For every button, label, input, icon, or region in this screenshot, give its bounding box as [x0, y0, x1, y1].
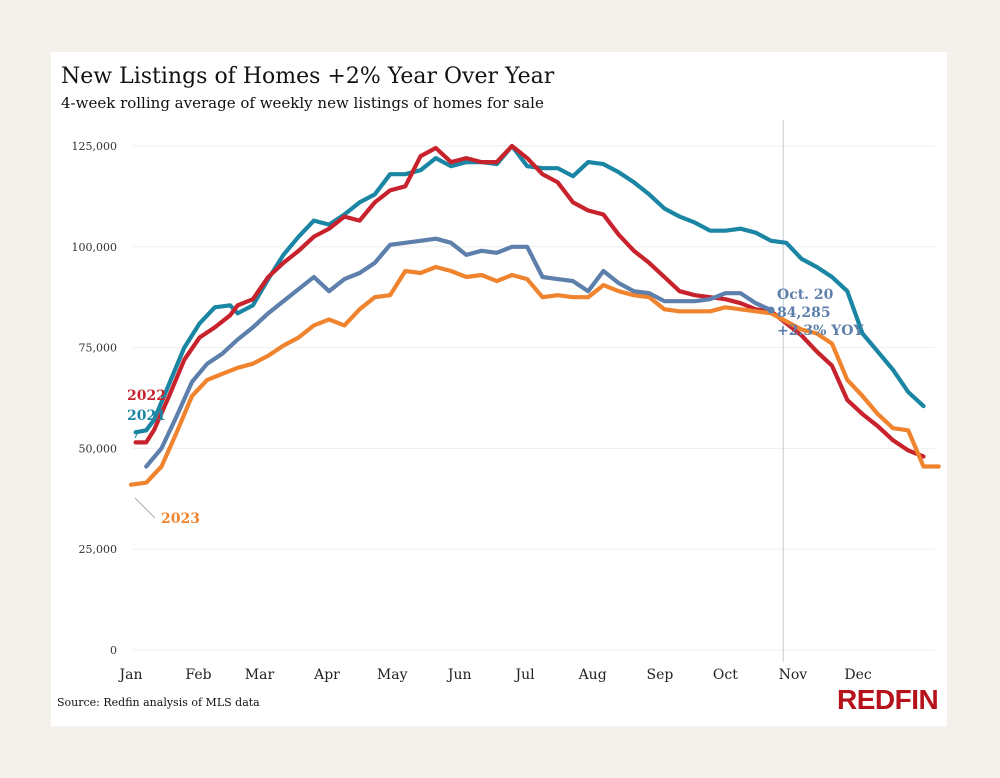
series-labels: 2022 2021 2023: [127, 388, 200, 527]
x-tick-label: Dec: [844, 667, 872, 683]
x-tick-label: Mar: [245, 667, 275, 683]
x-axis-ticks: Jan Feb Mar Apr May Jun Jul Aug Sep Oct Nov Dec: [118, 667, 872, 683]
y-tick-label: 100,000: [72, 241, 118, 254]
x-tick-label: Apr: [313, 667, 340, 683]
y-axis-ticks: 0 25,000 50,000 75,000 100,000 125,000: [72, 140, 118, 657]
series-line-2022: [133, 143, 926, 459]
source-note: Source: Redfin analysis of MLS data: [57, 696, 260, 709]
grid-lines: [133, 120, 935, 662]
y-tick-label: 50,000: [79, 442, 118, 455]
x-tick-label: Jul: [514, 667, 536, 683]
y-tick-label: 0: [110, 644, 117, 657]
series-line-2024: [144, 236, 774, 469]
chart-title: New Listings of Homes +2% Year Over Year: [61, 64, 555, 89]
x-tick-label: Aug: [578, 667, 607, 683]
annotation-line: 84,285: [777, 305, 831, 321]
y-tick-label: 75,000: [79, 342, 118, 355]
current-value-point: [767, 306, 775, 314]
chart-card: New Listings of Homes +2% Year Over Year…: [51, 52, 947, 726]
label-leader-2021: [134, 429, 140, 439]
y-tick-label: 25,000: [79, 543, 118, 556]
x-tick-label: Feb: [185, 667, 211, 683]
x-tick-label: Nov: [779, 667, 808, 683]
x-tick-label: Jun: [446, 667, 472, 683]
x-tick-label: Oct: [713, 667, 738, 683]
series-label-2022: 2022: [127, 388, 166, 404]
label-leader-2023: [134, 497, 156, 519]
x-tick-label: May: [377, 667, 408, 683]
line-chart: 0 25,000 50,000 75,000 100,000 125,000 Jan Feb…: [72, 120, 941, 683]
annotation-line: Oct. 20: [777, 287, 834, 303]
series-line-2023: [128, 264, 774, 487]
chart-subtitle: 4-week rolling average of weekly new lis…: [61, 94, 544, 112]
redfin-logo: REDFIN: [837, 684, 939, 715]
y-tick-label: 125,000: [72, 140, 118, 153]
series-line-2021: [133, 143, 926, 435]
series-label-2021: 2021: [127, 408, 166, 424]
annotation-line: +2.3% YOY: [777, 323, 864, 339]
x-tick-label: Sep: [647, 667, 674, 683]
series-label-2023: 2023: [161, 511, 200, 527]
series-lines: [128, 143, 941, 487]
series-line-2023-future: [768, 311, 941, 469]
x-tick-label: Jan: [118, 667, 143, 683]
current-value-annotation: Oct. 20 84,285 +2.3% YOY: [767, 287, 864, 339]
